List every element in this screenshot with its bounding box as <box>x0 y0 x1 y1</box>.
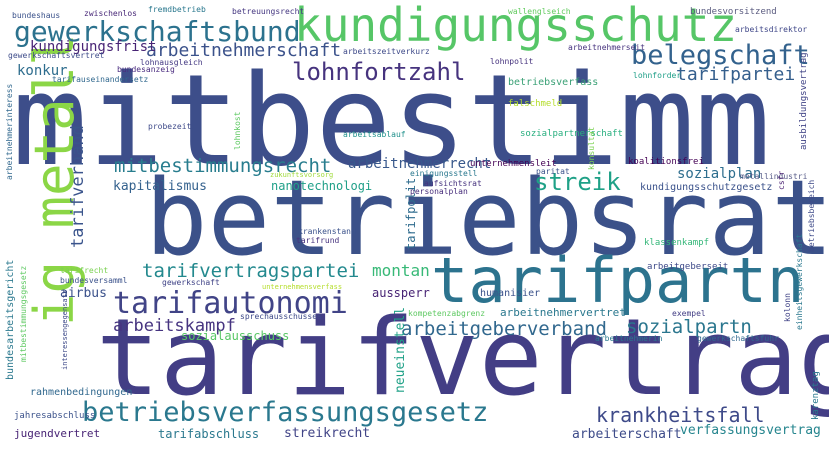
word-mitbestimmungsrecht: mitbestimmungsrecht <box>114 155 332 177</box>
word-tarifvertragspartei: tarifvertragspartei <box>142 260 360 282</box>
word-koalitionsfrei: koalitionsfrei <box>628 157 704 167</box>
word-bundesversamml: tarifrecht <box>60 266 109 275</box>
word-sprechausschusses: unternehmensverfass <box>262 283 343 291</box>
word-begleitforsch: ausbildungsvertrag <box>799 52 809 150</box>
word-kapitalismus: kapitalismus <box>113 179 207 194</box>
word-kundigungsschutzgesetz: kundigungsschutzgesetz <box>640 182 773 193</box>
word-betriebsrat: betriebsrat <box>145 157 829 279</box>
word-csfr: metallindustri <box>740 172 808 181</box>
word-arbeitnehmerrecht: arbeitnehmerrecht <box>348 156 492 172</box>
word-einigungsstell: lohnkost <box>233 111 242 150</box>
word-sozialpartn: sozialpartn <box>626 316 752 338</box>
word-mitbestimm: mitbestimm <box>12 47 771 194</box>
word-nanotechnologi: nanotechnologi <box>271 179 373 193</box>
word-arbeitnehmervertret: arbeitnehmervertret <box>500 306 626 319</box>
word-lohnkost: probezeit <box>148 122 192 131</box>
word-tarifautonomi: tarifautonomi <box>113 286 348 321</box>
word-tarifrund: krankenstand <box>298 227 356 236</box>
word-fremdbetrieb: betreuungsrecht <box>232 7 305 16</box>
word-kompetenzabgrenz: sprechausschusses <box>240 312 322 321</box>
word-betriebsverfass: betriebsverfass <box>508 77 599 88</box>
word-gewerkschaftsvertret: lohnausgleich <box>140 58 203 67</box>
word-kolonn: einheitsgewerkschaft <box>795 233 804 330</box>
word-humanisier: humanisier <box>480 288 541 299</box>
word-exempel: paritat <box>536 167 570 176</box>
word-bundesanzeig: tarifauseinandersetz <box>52 75 149 84</box>
word-arbeitgeberverband: arbeitgeberverband <box>401 318 607 340</box>
word-paritat: kompetenzabgrenz <box>408 309 486 318</box>
word-kundigungsfrist: kundigungsfrist <box>30 39 157 55</box>
word-arbeitnehmerinteress: zukunftsvorsorg <box>270 171 334 179</box>
word-personalplan: aufsichtsrat <box>424 179 482 188</box>
word-rahmenbedingungen: interessengegensatz <box>61 289 69 370</box>
word-tarifabschluss: tarifabschluss <box>158 427 260 441</box>
word-krankenstand: betriebsbereich <box>807 179 816 252</box>
word-klassenkampf: klassenkampf <box>644 238 710 248</box>
word-krankheitsfall: krankheitsfall <box>596 403 765 427</box>
word-verfassungsvertrag: verfassungsvertrag <box>680 423 821 438</box>
word-gewerkschaft: bundesversamml <box>60 276 128 285</box>
word-bundesarbeitsgericht: gewerkschaftsfuhr <box>697 334 779 343</box>
word-arbeitnehmerin: exempel <box>672 309 706 318</box>
word-arbeitnehmerschaft: arbeitnehmerschaft <box>146 40 342 61</box>
word-falschmeld: lohnforder <box>633 71 682 80</box>
word-mitbestimmungsgesetz: bundesarbeitsgericht <box>5 259 16 380</box>
word-jugendvertret: jugendvertret <box>14 427 101 440</box>
word-sozialplan: sozialplan <box>677 166 762 182</box>
word-tarifauseinandersetz: gewerkschaftsvertret <box>8 51 105 60</box>
word-probezeit: sozialpartnerschaft <box>520 129 623 139</box>
word-tarifvertrag: tarifvertrag <box>96 296 829 419</box>
word-tarifpartn: tarifpartn <box>431 244 805 317</box>
word-lohnfortzahl: lohnfortzahl <box>292 58 466 86</box>
word-karenztag: jahresabschluss <box>14 411 96 421</box>
word-lohnausgleich: lohnpolit <box>490 57 534 66</box>
word-arbeitskampf: arbeitskampf <box>113 316 236 336</box>
word-unternehmensleit: unternehmensleit <box>470 159 557 169</box>
word-einheitsgewerkschaft: karenztag <box>811 371 821 420</box>
word-jahresabschluss: rahmenbedingungen <box>30 387 133 398</box>
word-betriebsbereich: csfr <box>777 170 786 190</box>
word-arbeitnehmerseit: arbeitszeitverkurz <box>343 47 430 56</box>
word-lohnforder: bundesanzeig <box>117 65 175 74</box>
word-unternehmensverfass: gewerkschaft <box>162 278 220 287</box>
word-belegschaft: belegschaft <box>631 40 810 71</box>
word-betreuungsrecht: arbeitsdirektor <box>735 25 808 34</box>
word-kundigungsschutz: kundigungsschutz <box>294 0 738 52</box>
word-gewerkschaftsbund: gewerkschaftsbund <box>14 15 301 48</box>
word-neueinstell: neueinstell <box>393 306 408 393</box>
word-arbeitgeberseit: arbeitgeberseit <box>647 262 729 272</box>
word-montan: montan <box>372 261 430 280</box>
word-gewerkschaftsfuhr: arbeitnehmerin <box>595 334 663 343</box>
word-zwischenlos: fremdbetrieb <box>148 5 206 14</box>
word-betriebsverfassungsgesetz: betriebsverfassungsgesetz <box>82 397 489 428</box>
word-zukunftsvorsorg: personalplan <box>410 187 468 196</box>
word-metallindustri: arbeitnehmerinteress <box>5 83 14 180</box>
word-arbeitsdirektor: bundesvorsitzend <box>690 7 777 17</box>
word-bundeshaus: zwischenlos <box>84 9 137 18</box>
word-konkur: konkur <box>17 63 68 79</box>
word-streik: streik <box>534 168 621 196</box>
word-airbus: airbus <box>60 286 107 301</box>
word-aussperr: aussperr <box>372 286 430 300</box>
word-tarifpartei: tarifpartei <box>676 64 796 85</box>
word-ausbildungsvertrag: konsultat <box>587 126 596 170</box>
word-arbeitszeitverkurz: wallenglseich <box>508 7 571 16</box>
word-streikrecht: streikrecht <box>284 426 371 441</box>
word-aufsichtsrat: einigungsstell <box>410 169 478 178</box>
word-wallenglseich: bundeshaus <box>12 11 61 20</box>
word-tarifrecht: tarifrund <box>296 236 340 245</box>
word-sozialpartnerschaft: arbeitsablauf <box>343 130 406 139</box>
word-arbeitsablauf: falschmeld <box>508 99 563 109</box>
word-sozialausschuss: sozialausschuss <box>181 329 290 343</box>
word-interessengegensatz: mitbestimmungsgesetz <box>19 265 28 362</box>
word-tarifverhand: tarifverhand <box>68 125 88 248</box>
word-konsultat: kolonn <box>783 293 792 322</box>
word-lohnpolit: arbeitnehmerseit <box>568 43 646 52</box>
word-arbeiterschaft: arbeiterschaft <box>572 427 682 442</box>
